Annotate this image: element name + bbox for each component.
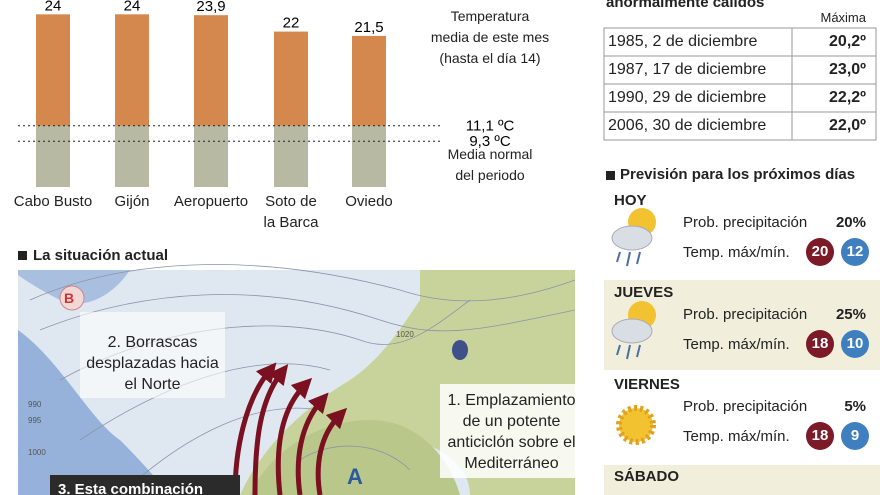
record-date: 1985, 2 de diciembre: [608, 33, 758, 50]
records-column: Máxima: [820, 10, 866, 25]
record-date: 1990, 29 de diciembre: [608, 89, 767, 106]
high-label: A: [347, 464, 363, 489]
reference-label: 9,3 ºC: [469, 133, 510, 150]
record-date: 1987, 17 de diciembre: [608, 61, 767, 78]
x-tick-label: Oviedo: [345, 193, 393, 210]
record-value: 23,0º: [829, 61, 866, 78]
precip-label: Prob. precipitación: [683, 306, 808, 323]
value-label: 24: [124, 0, 141, 14]
value-label: 23,9: [196, 0, 225, 15]
records-title: anormalmente cálidos: [606, 0, 765, 11]
bar-normal-part: [274, 125, 308, 187]
map-title: La situación actual: [33, 247, 169, 264]
x-tick-label: Cabo Busto: [13, 193, 93, 210]
value-label: 24: [45, 0, 62, 14]
precip-label: Prob. precipitación: [683, 398, 808, 415]
bar-normal-part: [194, 125, 228, 187]
x-tick-label: Aeropuerto: [173, 193, 249, 210]
precip-value: 5%: [844, 398, 866, 415]
temp-max: 20: [806, 238, 834, 266]
reference-label: 11,1 ºC: [466, 118, 515, 135]
day-name: JUEVES: [614, 284, 674, 301]
precip-label: Prob. precipitación: [683, 214, 808, 231]
value-label: 22: [283, 15, 300, 32]
x-tick-label: Soto de la Barca: [263, 193, 319, 231]
annotation: Media normal del periodo: [447, 146, 533, 183]
day-name: HOY: [614, 192, 647, 209]
temp-max: 18: [806, 422, 834, 450]
isobar-label: 990: [28, 400, 42, 409]
forecast-title: Previsión para los próximos días: [620, 166, 856, 183]
map-note: 2. Borrascas desplazadas hacia el Norte: [86, 334, 219, 393]
precip-value: 25%: [835, 306, 866, 323]
x-tick-label: Gijón: [114, 193, 150, 210]
bar-normal-part: [36, 125, 70, 187]
low-label: B: [64, 290, 75, 306]
record-value: 20,2º: [829, 33, 866, 50]
temp-max: 18: [806, 330, 834, 358]
temp-min: 12: [841, 238, 869, 266]
record-date: 2006, 30 de diciembre: [608, 117, 767, 134]
record-value: 22,0º: [829, 117, 866, 134]
temp-label: Temp. máx/mín.: [683, 244, 790, 261]
bar-normal-part: [352, 125, 386, 187]
day-name: VIERNES: [614, 376, 680, 393]
bar-normal-part: [115, 125, 149, 187]
temp-label: Temp. máx/mín.: [683, 428, 790, 445]
weather-icons: [611, 208, 656, 445]
map-note: 3. Esta combinación: [58, 481, 204, 495]
day-name: SÁBADO: [614, 468, 680, 485]
precip-value: 20%: [835, 214, 866, 231]
temp-label: Temp. máx/mín.: [683, 336, 790, 353]
bar-chart: 24 24 23,9 22 21,5 11,1 ºC9,3 ºC: [18, 0, 515, 188]
temp-min: 9: [841, 422, 869, 450]
isobar-label: 995: [28, 416, 42, 425]
record-value: 22,2º: [829, 89, 866, 106]
value-label: 21,5: [354, 19, 383, 36]
map-note: 1. Emplazamiento de un potente anticicló…: [447, 392, 576, 472]
temp-min: 10: [841, 330, 869, 358]
annotation: Temperatura media de este mes (hasta el …: [430, 8, 550, 66]
isobar-label: 1020: [396, 330, 414, 339]
isobar-label: 1000: [28, 448, 46, 457]
